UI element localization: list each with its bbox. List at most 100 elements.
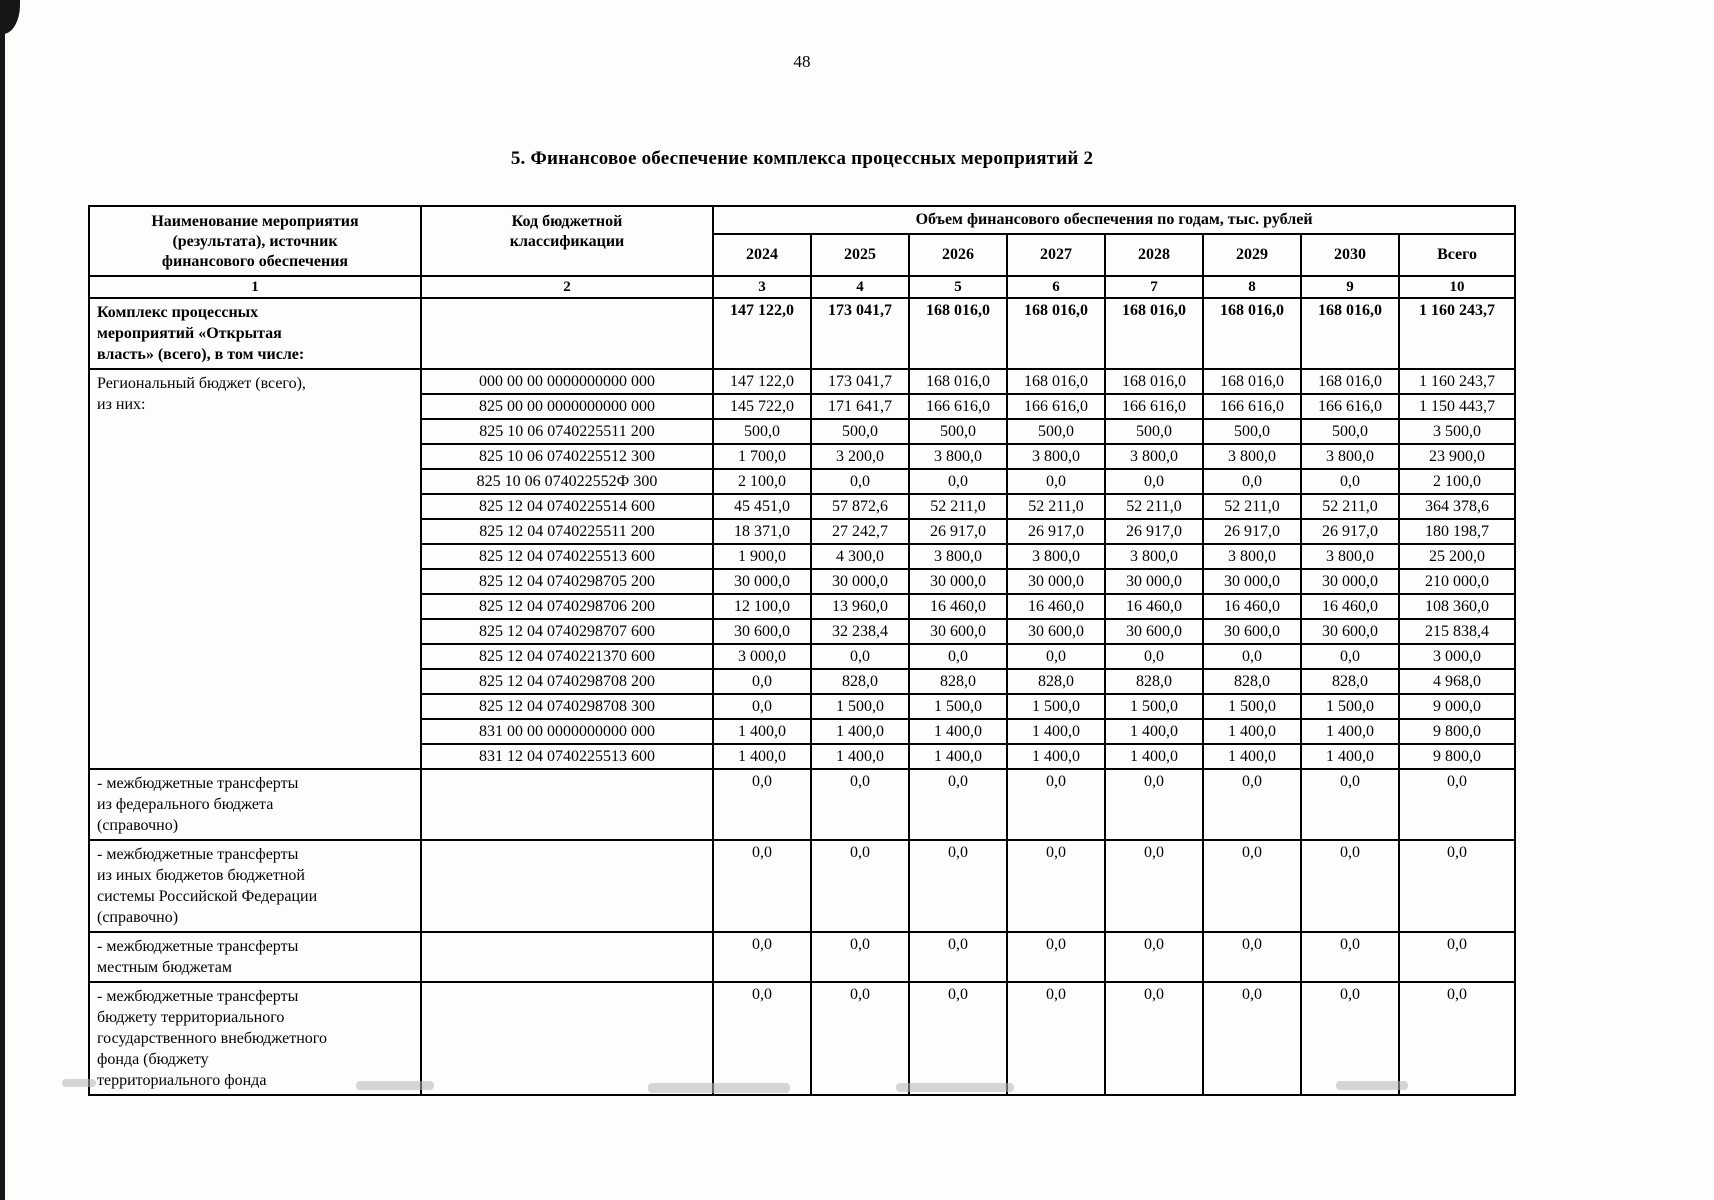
page-number: 48	[793, 52, 811, 71]
cell-amount: 364 378,6	[1397, 493, 1517, 520]
cell-amount: 1 400,0	[1202, 718, 1302, 745]
cell-amount: 26 917,0	[1006, 518, 1106, 545]
scan-artifact	[896, 1083, 1014, 1092]
cell-amount: 1 500,0	[908, 693, 1008, 720]
header-year: 2027	[1006, 233, 1106, 277]
cell-amount: 0,0	[1104, 839, 1204, 933]
cell-amount: 52 211,0	[1006, 493, 1106, 520]
cell-amount: 0,0	[908, 468, 1008, 495]
cell-amount: 3 200,0	[810, 443, 910, 470]
table-row: 831 12 04 0740225513 600 1 400,0 1 400,0 1 …	[89, 743, 1517, 770]
cell-budget-code: 831 12 04 0740225513 600	[420, 743, 714, 770]
cell-amount: 0,0	[1006, 643, 1106, 670]
cell-amount: 1 400,0	[1104, 718, 1204, 745]
cell-amount: 3 800,0	[1202, 443, 1302, 470]
table-row: - межбюджетные трансферты из иных бюджет…	[88, 839, 1517, 933]
cell-amount: 3 800,0	[1006, 543, 1106, 570]
cell-amount: 147 122,0	[712, 368, 812, 395]
cell-amount: 16 460,0	[1104, 593, 1204, 620]
cell-amount: 500,0	[1202, 418, 1302, 445]
table-row: 825 12 04 0740225511 200 18 371,0 27 242,7…	[89, 518, 1517, 545]
column-index: 1	[88, 275, 422, 299]
column-index: 4	[810, 275, 910, 299]
cell-amount: 30 600,0	[1202, 618, 1302, 645]
cell-amount: 1 400,0	[908, 743, 1008, 770]
cell-amount: 9 800,0	[1397, 743, 1517, 770]
cell-amount: 9 000,0	[1397, 693, 1517, 720]
column-index: 7	[1104, 275, 1204, 299]
cell-amount: 1 500,0	[1006, 693, 1106, 720]
cell-amount: 3 800,0	[1006, 443, 1106, 470]
cell-amount: 168 016,0	[1202, 368, 1302, 395]
cell-amount: 166 616,0	[1104, 393, 1204, 420]
cell-amount: 1 400,0	[1202, 743, 1302, 770]
cell-amount: 828,0	[908, 668, 1008, 695]
cell-amount: 16 460,0	[908, 593, 1008, 620]
table-row: 825 10 06 0740225511 200 500,0 500,0 500,0 5…	[89, 418, 1517, 445]
cell-amount: 3 800,0	[1300, 443, 1400, 470]
cell-amount: 0,0	[1300, 981, 1400, 1096]
table-row: - межбюджетные трансферты бюджету террит…	[88, 981, 1517, 1096]
table-row: 825 12 04 0740298708 300 0,0 1 500,0 1 500,…	[89, 693, 1517, 720]
cell-amount: 147 122,0	[712, 297, 812, 370]
cell-amount: 3 000,0	[712, 643, 812, 670]
cell-amount: 173 041,7	[810, 297, 910, 370]
cell-amount: 168 016,0	[1202, 297, 1302, 370]
cell-amount: 168 016,0	[1104, 368, 1204, 395]
table-row: 825 00 00 0000000000 000 145 722,0 171 641…	[89, 393, 1517, 420]
cell-amount: 0,0	[908, 768, 1008, 841]
budget-table: Наименование мероприятия (результата), и…	[88, 205, 1517, 1096]
cell-amount: 0,0	[712, 931, 812, 983]
cell-amount: 0,0	[1300, 643, 1400, 670]
cell-amount: 57 872,6	[810, 493, 910, 520]
table-row: 825 12 04 0740225514 600 45 451,0 57 872,6…	[89, 493, 1517, 520]
header-year: 2026	[908, 233, 1008, 277]
cell-amount: 0,0	[712, 839, 812, 933]
cell-amount: 166 616,0	[1202, 393, 1302, 420]
cell-amount: 0,0	[1202, 981, 1302, 1096]
cell-amount: 500,0	[712, 418, 812, 445]
cell-amount: 45 451,0	[712, 493, 812, 520]
cell-activity-name: - межбюджетные трансферты из федеральног…	[88, 768, 422, 841]
cell-amount: 0,0	[1300, 768, 1400, 841]
cell-amount: 4 968,0	[1397, 668, 1517, 695]
cell-activity-name: - межбюджетные трансферты бюджету террит…	[88, 981, 422, 1096]
cell-amount: 1 400,0	[1300, 718, 1400, 745]
cell-amount: 145 722,0	[712, 393, 812, 420]
table-row: - межбюджетные трансферты из федеральног…	[88, 768, 1517, 841]
cell-amount: 3 800,0	[1202, 543, 1302, 570]
scan-artifact	[648, 1083, 790, 1093]
table-row: Комплекс процессных мероприятий «Открыта…	[88, 297, 1517, 370]
cell-amount: 168 016,0	[1006, 368, 1106, 395]
table-row: 825 12 04 0740225513 600 1 900,0 4 300,0 3 …	[89, 543, 1517, 570]
cell-budget-code	[420, 981, 714, 1096]
cell-budget-code: 825 00 00 0000000000 000	[420, 393, 714, 420]
cell-amount: 828,0	[1300, 668, 1400, 695]
cell-amount: 0,0	[1104, 468, 1204, 495]
cell-amount: 32 238,4	[810, 618, 910, 645]
cell-amount: 52 211,0	[1300, 493, 1400, 520]
cell-amount: 30 000,0	[908, 568, 1008, 595]
cell-budget-code: 825 12 04 0740298705 200	[420, 568, 714, 595]
cell-amount: 500,0	[1300, 418, 1400, 445]
scan-artifact	[356, 1081, 434, 1090]
cell-amount: 25 200,0	[1397, 543, 1517, 570]
cell-amount: 1 400,0	[810, 743, 910, 770]
cell-amount: 0,0	[712, 981, 812, 1096]
cell-amount: 1 400,0	[1006, 718, 1106, 745]
cell-amount: 828,0	[1006, 668, 1106, 695]
header-year: 2025	[810, 233, 910, 277]
cell-amount: 0,0	[712, 768, 812, 841]
cell-amount: 166 616,0	[1006, 393, 1106, 420]
cell-amount: 3 800,0	[1104, 443, 1204, 470]
cell-amount: 52 211,0	[1202, 493, 1302, 520]
cell-budget-code: 825 12 04 0740221370 600	[420, 643, 714, 670]
cell-activity-name: - межбюджетные трансферты местным бюджет…	[88, 931, 422, 983]
table-body: Комплекс процессных мероприятий «Открыта…	[88, 297, 1517, 1096]
cell-amount: 168 016,0	[1006, 297, 1106, 370]
cell-amount: 2 100,0	[712, 468, 812, 495]
cell-amount: 0,0	[1397, 981, 1517, 1096]
cell-amount: 215 838,4	[1397, 618, 1517, 645]
table-row: 825 12 04 0740298706 200 12 100,0 13 960,0…	[89, 593, 1517, 620]
cell-amount: 26 917,0	[1300, 518, 1400, 545]
